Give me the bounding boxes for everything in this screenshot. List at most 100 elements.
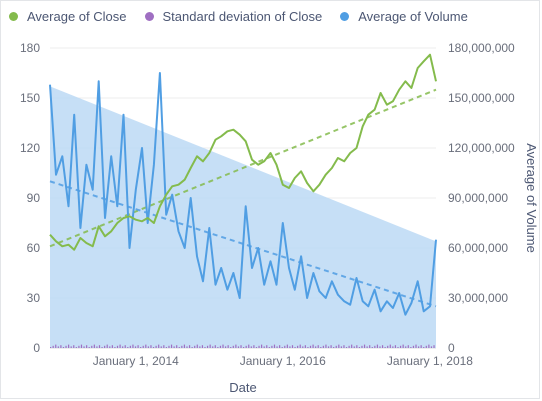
stdev-bar xyxy=(345,347,348,348)
legend-item-stdev[interactable]: Standard deviation of Close xyxy=(144,8,323,24)
stdev-bar xyxy=(384,347,386,348)
y-left-tick-label: 0 xyxy=(33,341,40,355)
stdev-bar xyxy=(114,347,116,348)
stdev-bar xyxy=(165,347,167,348)
y-right-tick-label: 120,000,000 xyxy=(448,141,515,155)
stdev-bar xyxy=(397,347,399,348)
stdev-bar xyxy=(163,345,165,348)
stdev-bar xyxy=(255,347,258,348)
stdev-bar xyxy=(111,345,113,348)
stdev-bar xyxy=(124,345,126,348)
stdev-bar xyxy=(407,345,409,348)
stdev-bar xyxy=(206,345,209,348)
stdev-bar xyxy=(160,346,162,348)
stdev-bar xyxy=(227,345,229,348)
stdev-bar xyxy=(430,346,433,348)
stdev-bar xyxy=(188,345,191,348)
stdev-bar xyxy=(109,346,111,348)
stdev-bar xyxy=(60,345,62,348)
y-left-tick-label: 150 xyxy=(20,91,40,105)
legend: Average of Close Standard deviation of C… xyxy=(9,7,486,25)
stdev-bar xyxy=(80,344,83,348)
y-left-tick-label: 90 xyxy=(27,191,41,205)
stdev-bar xyxy=(356,345,358,348)
stdev-bar xyxy=(212,346,214,348)
stdev-bar xyxy=(402,344,404,348)
stdev-bar xyxy=(417,346,420,348)
stdev-bar xyxy=(317,345,319,348)
stdev-bar xyxy=(335,345,337,348)
stdev-bar xyxy=(116,345,119,348)
y-right-tick-label: 0 xyxy=(448,341,455,355)
x-axis-title: Date xyxy=(229,380,256,395)
y-left-tick-label: 180 xyxy=(20,41,40,55)
series-lines xyxy=(49,53,437,316)
stdev-bar xyxy=(371,347,373,348)
stdev-bar xyxy=(330,345,332,348)
stdev-bar xyxy=(199,346,201,348)
y-right-tick-label: 60,000,000 xyxy=(448,241,508,255)
tick-labels: 0 30 60 90 120 150 180 0 30,000,000 60,000,000 90,… xyxy=(20,41,515,368)
stdev-bar xyxy=(263,346,265,348)
stdev-bar xyxy=(147,346,149,348)
stdev-bar xyxy=(248,344,250,348)
stdev-bar xyxy=(240,345,242,348)
stdev-bar xyxy=(173,346,175,348)
y-left-tick-label: 30 xyxy=(27,291,41,305)
stdev-bar xyxy=(152,347,155,348)
stdev-bar xyxy=(312,344,314,348)
stdev-bar xyxy=(410,347,412,348)
stdev-bar xyxy=(325,344,327,348)
stdev-bar xyxy=(170,344,173,348)
stdev-bar xyxy=(250,346,252,348)
stdev-bar xyxy=(132,344,134,348)
stdev-bar xyxy=(433,345,435,348)
stdev-bar xyxy=(428,344,430,348)
stdev-bar xyxy=(75,347,77,348)
stdev-bar xyxy=(224,346,227,348)
stdev-bar xyxy=(78,345,80,348)
stdev-bar xyxy=(183,344,186,348)
stdev-bar xyxy=(232,345,234,348)
stdev-bar xyxy=(366,346,368,348)
stdev-bar xyxy=(62,347,65,348)
stdev-bar xyxy=(423,347,425,348)
stdev-bar xyxy=(98,345,101,348)
stdev-bar xyxy=(376,344,379,348)
stdev-bar xyxy=(387,345,389,348)
stdev-bar xyxy=(86,345,88,348)
stdev-bar xyxy=(420,345,422,348)
stdev-bar xyxy=(253,345,255,348)
x-tick-label: January 1, 2016 xyxy=(240,354,326,368)
legend-item-volume[interactable]: Average of Volume xyxy=(340,9,468,24)
stdev-bar xyxy=(258,345,260,348)
stdev-bar xyxy=(176,345,178,348)
stdev-bar xyxy=(320,347,322,348)
stdev-bar xyxy=(289,346,291,348)
stdev-bar xyxy=(106,344,108,348)
stdev-bar xyxy=(266,345,268,348)
stdev-bar xyxy=(291,345,294,348)
x-tick-label: January 1, 2014 xyxy=(93,354,179,368)
stdev-bar xyxy=(55,344,57,348)
y-left-tick-label: 120 xyxy=(20,141,40,155)
stdev-bar xyxy=(129,345,131,348)
stdev-bar xyxy=(57,346,59,348)
volume-line xyxy=(49,72,437,316)
stdev-bar xyxy=(333,347,335,348)
stdev-bar xyxy=(140,347,142,348)
stdev-bar xyxy=(394,345,397,348)
stdev-bar xyxy=(348,345,350,348)
stdev-bar xyxy=(96,346,98,348)
stdev-bar xyxy=(307,347,309,348)
stdev-bar xyxy=(222,344,224,348)
legend-item-close[interactable]: Average of Close xyxy=(9,9,127,24)
stdev-bar xyxy=(70,346,72,348)
x-tick-label: January 1, 2018 xyxy=(387,354,473,368)
stdev-bar xyxy=(392,346,394,348)
stdev-bar xyxy=(168,345,170,348)
legend-label-stdev: Standard deviation of Close xyxy=(162,8,323,24)
close-line xyxy=(49,53,437,251)
stdev-bar xyxy=(68,344,70,348)
